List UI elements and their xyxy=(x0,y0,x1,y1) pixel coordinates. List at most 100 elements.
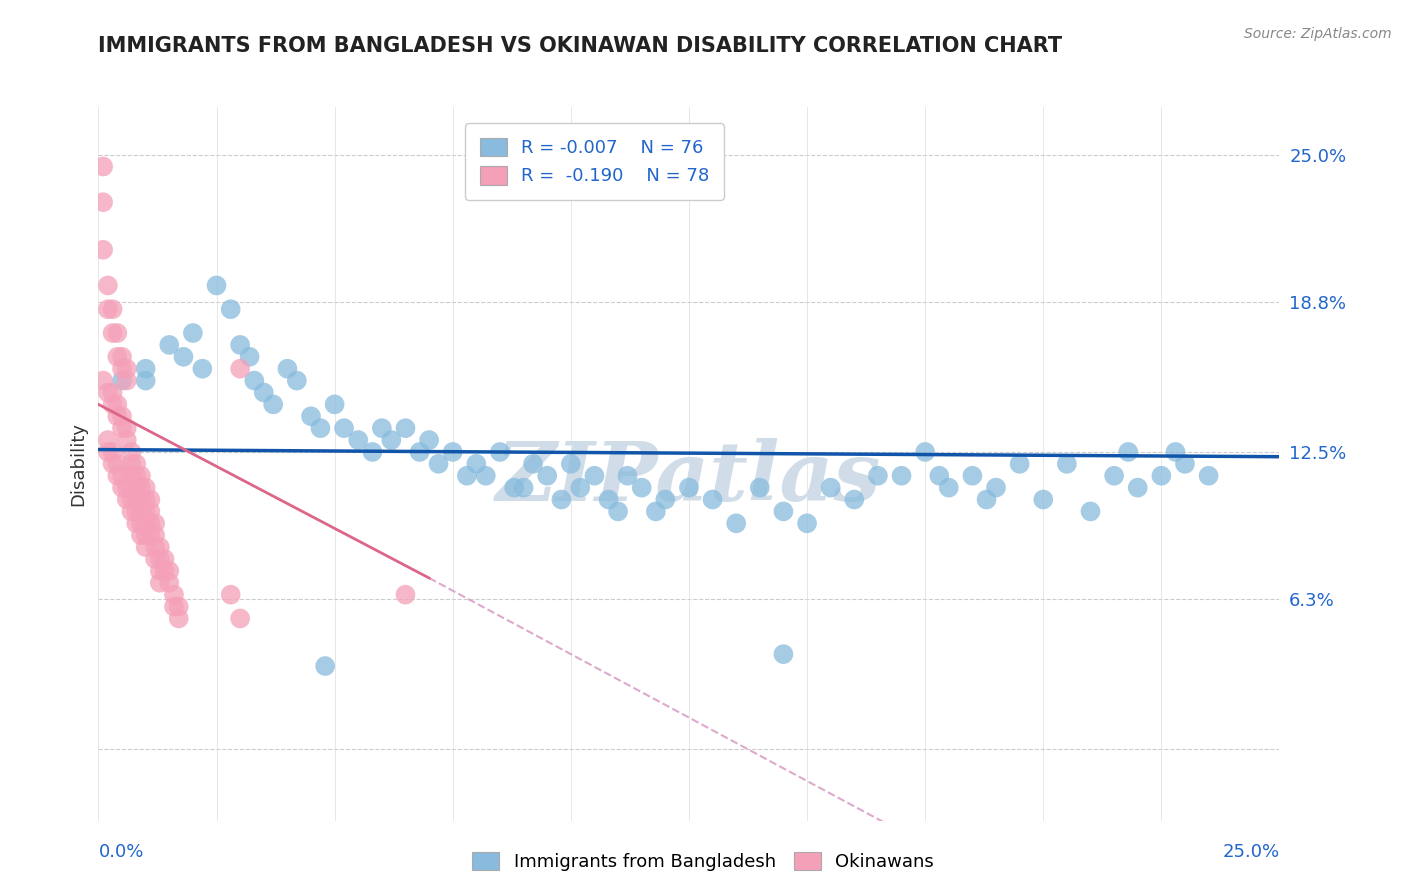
Point xyxy=(323,397,346,411)
Point xyxy=(984,481,1007,495)
Point xyxy=(725,516,748,531)
Point xyxy=(157,564,180,578)
Point xyxy=(115,374,138,388)
Point xyxy=(91,195,114,210)
Point xyxy=(101,457,124,471)
Point xyxy=(139,504,162,518)
Point xyxy=(91,374,114,388)
Point xyxy=(129,481,152,495)
Point xyxy=(616,468,638,483)
Point xyxy=(149,540,172,554)
Point xyxy=(276,361,298,376)
Point xyxy=(512,481,534,495)
Point xyxy=(101,302,124,317)
Point xyxy=(121,445,143,459)
Point xyxy=(844,492,866,507)
Point xyxy=(607,504,630,518)
Point xyxy=(569,481,592,495)
Point xyxy=(129,492,152,507)
Point xyxy=(135,492,157,507)
Point xyxy=(135,481,157,495)
Point xyxy=(115,361,138,376)
Point xyxy=(583,468,606,483)
Point xyxy=(309,421,332,435)
Point xyxy=(111,350,134,364)
Point xyxy=(125,457,148,471)
Text: 0.0%: 0.0% xyxy=(98,843,143,861)
Point xyxy=(1126,481,1149,495)
Text: 25.0%: 25.0% xyxy=(1222,843,1279,861)
Point xyxy=(654,492,676,507)
Text: Source: ZipAtlas.com: Source: ZipAtlas.com xyxy=(1244,27,1392,41)
Point xyxy=(139,492,162,507)
Point xyxy=(139,528,162,542)
Point xyxy=(135,361,157,376)
Point xyxy=(125,504,148,518)
Point xyxy=(105,350,128,364)
Point xyxy=(101,445,124,459)
Point xyxy=(101,326,124,340)
Point xyxy=(111,409,134,424)
Point xyxy=(97,445,120,459)
Point xyxy=(121,481,143,495)
Point xyxy=(1164,445,1187,459)
Point xyxy=(149,552,172,566)
Point xyxy=(890,468,912,483)
Point xyxy=(427,457,450,471)
Point xyxy=(702,492,724,507)
Point xyxy=(1080,504,1102,518)
Point xyxy=(101,385,124,400)
Point xyxy=(135,504,157,518)
Point xyxy=(371,421,394,435)
Point xyxy=(105,468,128,483)
Legend: Immigrants from Bangladesh, Okinawans: Immigrants from Bangladesh, Okinawans xyxy=(465,845,941,879)
Point xyxy=(115,421,138,435)
Point xyxy=(380,433,402,447)
Point xyxy=(121,457,143,471)
Point xyxy=(560,457,582,471)
Point xyxy=(129,516,152,531)
Point xyxy=(111,361,134,376)
Point xyxy=(105,457,128,471)
Point xyxy=(205,278,228,293)
Point xyxy=(111,481,134,495)
Point xyxy=(962,468,984,483)
Legend: R = -0.007    N = 76, R =  -0.190    N = 78: R = -0.007 N = 76, R = -0.190 N = 78 xyxy=(465,123,724,200)
Point xyxy=(456,468,478,483)
Point xyxy=(475,468,498,483)
Point xyxy=(536,468,558,483)
Point xyxy=(135,528,157,542)
Point xyxy=(129,468,152,483)
Point xyxy=(644,504,666,518)
Point xyxy=(139,516,162,531)
Point xyxy=(866,468,889,483)
Point xyxy=(125,516,148,531)
Point xyxy=(191,361,214,376)
Point xyxy=(630,481,652,495)
Point xyxy=(820,481,842,495)
Point xyxy=(772,504,794,518)
Point xyxy=(121,504,143,518)
Point xyxy=(143,552,166,566)
Point xyxy=(394,588,416,602)
Point xyxy=(157,338,180,352)
Point xyxy=(135,516,157,531)
Point xyxy=(101,397,124,411)
Point xyxy=(441,445,464,459)
Point xyxy=(598,492,620,507)
Point xyxy=(522,457,544,471)
Point xyxy=(125,492,148,507)
Point xyxy=(143,540,166,554)
Point xyxy=(976,492,998,507)
Point xyxy=(105,397,128,411)
Point xyxy=(135,540,157,554)
Point xyxy=(229,611,252,625)
Point xyxy=(938,481,960,495)
Point xyxy=(135,374,157,388)
Point xyxy=(157,575,180,590)
Point xyxy=(153,564,176,578)
Point xyxy=(1198,468,1220,483)
Point xyxy=(550,492,572,507)
Point xyxy=(121,468,143,483)
Point xyxy=(163,599,186,614)
